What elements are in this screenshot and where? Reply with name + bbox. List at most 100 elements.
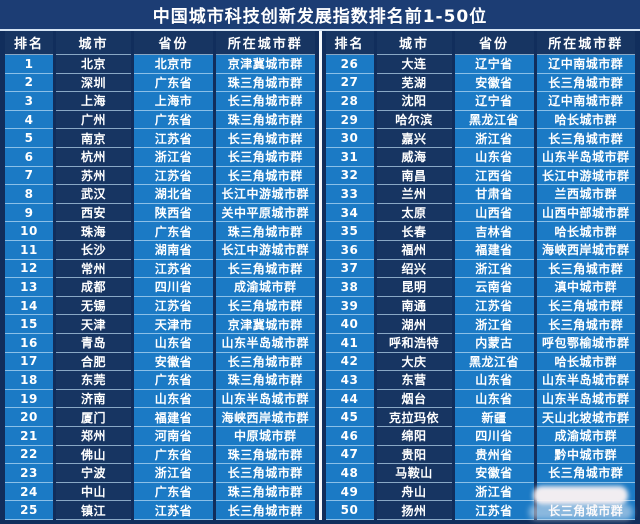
- rank-cell: 16: [5, 334, 53, 353]
- column-header: 排名: [5, 31, 53, 55]
- rank-cell: 25: [5, 501, 53, 520]
- rank-cell: 20: [5, 408, 53, 427]
- rank-cell: 29: [325, 110, 374, 130]
- province-cell: 四川省: [454, 427, 534, 446]
- city-cell: 深圳: [56, 73, 131, 93]
- cluster-cell: 长三角城市群: [536, 73, 635, 93]
- rank-cell: 14: [5, 296, 53, 316]
- cluster-cell: 长三角城市群: [216, 501, 315, 520]
- cluster-cell: 呼包鄂榆城市群: [536, 334, 635, 353]
- cluster-cell: 哈长城市群: [536, 352, 635, 372]
- province-cell: 广东省: [134, 445, 213, 465]
- city-cell: 镇江: [56, 501, 131, 520]
- rank-cell: 10: [5, 222, 53, 241]
- province-cell: 安徽省: [454, 464, 534, 483]
- province-cell: 山东省: [454, 371, 534, 390]
- rank-cell: 46: [325, 427, 374, 446]
- province-cell: 江苏省: [454, 501, 534, 520]
- province-cell: 甘肃省: [454, 185, 534, 204]
- cluster-cell: 珠三角城市群: [216, 110, 315, 130]
- city-cell: 太原: [376, 203, 452, 223]
- cluster-cell: 京津冀城市群: [216, 55, 315, 74]
- province-cell: 山西省: [454, 203, 534, 223]
- rank-cell: 33: [325, 185, 374, 204]
- cluster-cell: 成渝城市群: [536, 427, 635, 446]
- rank-cell: 42: [325, 352, 374, 372]
- rank-cell: 27: [325, 73, 374, 93]
- rank-cell: 5: [5, 129, 53, 148]
- province-cell: 江苏省: [134, 501, 213, 520]
- province-cell: 广东省: [134, 371, 213, 390]
- province-cell: 上海市: [134, 92, 213, 111]
- city-cell: 广州: [56, 110, 131, 130]
- city-cell: 无锡: [56, 296, 131, 316]
- cluster-cell: 长三角城市群: [536, 296, 635, 316]
- province-cell: 广东省: [134, 482, 213, 502]
- province-cell: 北京市: [134, 55, 213, 74]
- city-cell: 珠海: [56, 222, 131, 241]
- cluster-cell: 辽中南城市群: [536, 92, 635, 111]
- city-cell: 嘉兴: [376, 129, 452, 148]
- cluster-cell: 山东半岛城市群: [216, 389, 315, 409]
- rank-cell: 41: [325, 334, 374, 353]
- province-cell: 浙江省: [454, 482, 534, 502]
- tables-wrap: 排名 城市 省份 所在城市群 1 北京 北京市 京津冀城市群 2 深圳 广东省 珠三角城市群 3 上海 上海…: [0, 31, 640, 524]
- province-cell: 四川省: [134, 278, 213, 297]
- table-divider: [314, 31, 326, 520]
- city-cell: 兰州: [376, 185, 452, 204]
- cluster-cell: 长三角城市群: [216, 166, 315, 186]
- city-cell: 佛山: [56, 445, 131, 465]
- rank-cell: 4: [5, 110, 53, 130]
- rank-cell: 6: [5, 148, 53, 167]
- province-cell: 吉林省: [454, 222, 534, 241]
- city-cell: 哈尔滨: [376, 110, 452, 130]
- rank-cell: 39: [325, 296, 374, 316]
- province-cell: 浙江省: [454, 129, 534, 148]
- cluster-cell: 哈长城市群: [536, 222, 635, 241]
- city-cell: 宁波: [56, 464, 131, 483]
- rank-cell: 13: [5, 278, 53, 297]
- province-cell: 江苏省: [134, 259, 213, 279]
- rank-cell: 34: [325, 203, 374, 223]
- rank-cell: 8: [5, 185, 53, 204]
- rank-cell: 32: [325, 166, 374, 186]
- rank-cell: 28: [325, 92, 374, 111]
- city-cell: 常州: [56, 259, 131, 279]
- city-cell: 南通: [376, 296, 452, 316]
- rank-cell: 43: [325, 371, 374, 390]
- city-cell: 贵阳: [376, 445, 452, 465]
- city-cell: 天津: [56, 315, 131, 334]
- cluster-cell: 黔中城市群: [536, 445, 635, 465]
- city-cell: 克拉玛依: [376, 408, 452, 427]
- column-header: 省份: [134, 31, 213, 55]
- city-cell: 大庆: [376, 352, 452, 372]
- cluster-cell: 长三角城市群: [216, 296, 315, 316]
- cluster-cell: 长三角城市群: [216, 129, 315, 148]
- rank-cell: 7: [5, 166, 53, 186]
- province-cell: 山东省: [134, 334, 213, 353]
- ranking-table-right: 排名 城市 省份 所在城市群 26 大连 辽宁省 辽中南城市群 27 芜湖 安徽省 长三角城市群 28 沈…: [325, 31, 635, 520]
- rank-cell: 35: [325, 222, 374, 241]
- column-header: 所在城市群: [536, 31, 635, 55]
- province-cell: 浙江省: [134, 464, 213, 483]
- cluster-cell: 辽中南城市群: [536, 55, 635, 74]
- province-cell: 新疆: [454, 408, 534, 427]
- cluster-cell: [536, 482, 635, 502]
- city-cell: 南昌: [376, 166, 452, 186]
- city-cell: 合肥: [56, 352, 131, 372]
- province-cell: 江苏省: [134, 129, 213, 148]
- province-cell: 江苏省: [454, 296, 534, 316]
- cluster-cell: 珠三角城市群: [216, 222, 315, 241]
- rank-cell: 38: [325, 278, 374, 297]
- city-cell: 福州: [376, 241, 452, 260]
- city-cell: 舟山: [376, 482, 452, 502]
- province-cell: 辽宁省: [454, 92, 534, 111]
- city-cell: 马鞍山: [376, 464, 452, 483]
- cluster-cell: 珠三角城市群: [216, 482, 315, 502]
- cluster-cell: 海峡西岸城市群: [536, 241, 635, 260]
- city-cell: 昆明: [376, 278, 452, 297]
- rank-cell: 1: [5, 55, 53, 74]
- rank-cell: 21: [5, 427, 53, 446]
- cluster-cell: 长三角城市群: [216, 92, 315, 111]
